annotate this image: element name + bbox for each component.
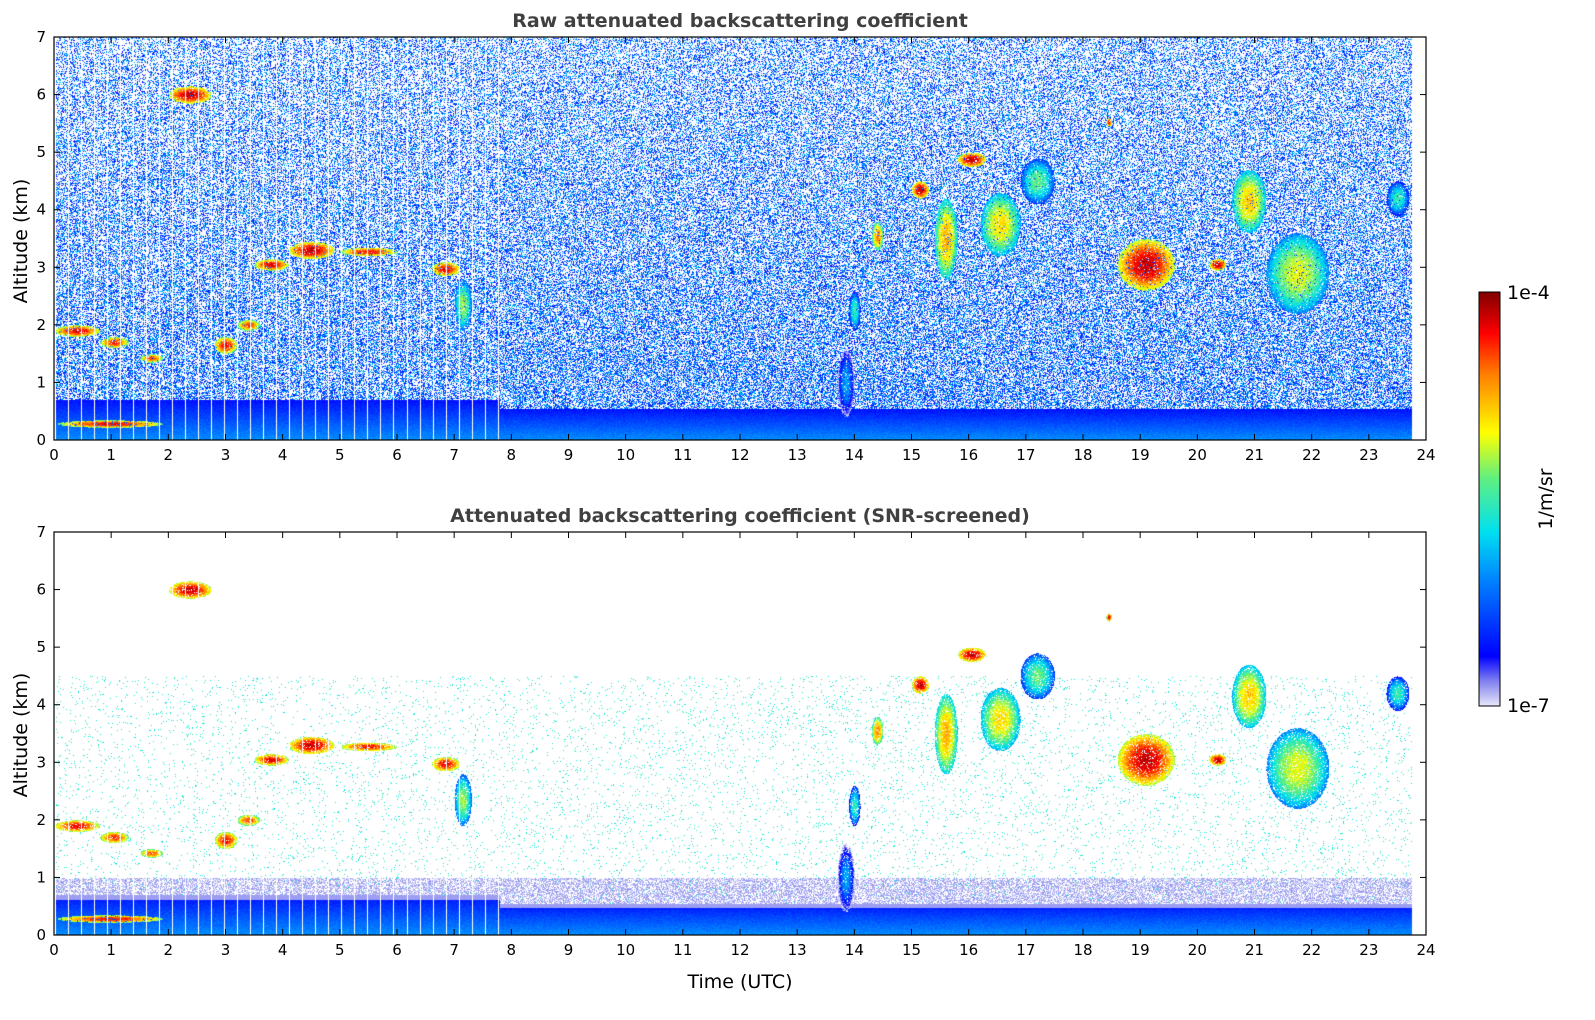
panel-raw-title: Raw attenuated backscattering coefficien… bbox=[512, 10, 968, 32]
panel-raw: Raw attenuated backscattering coefficien… bbox=[10, 10, 1436, 464]
y-tick-label: 3 bbox=[36, 258, 46, 276]
x-tick-label: 22 bbox=[1302, 941, 1321, 959]
y-tick-label: 2 bbox=[36, 811, 46, 829]
x-tick-label: 1 bbox=[106, 446, 116, 464]
colorbar: 1e-4 1e-7 1/m/sr bbox=[1478, 282, 1557, 717]
x-tick-label: 22 bbox=[1302, 446, 1321, 464]
x-tick-label: 21 bbox=[1245, 446, 1264, 464]
y-tick-label: 0 bbox=[36, 431, 46, 449]
x-tick-label: 3 bbox=[221, 941, 231, 959]
panel-raw-ticks: 0 1 2 3 4 5 6 7 8 9 10 11 12 13 14 15 16 17 18 19 20 21 22 23 24… bbox=[36, 28, 1435, 464]
x-tick-label: 13 bbox=[788, 941, 807, 959]
y-tick-label: 6 bbox=[36, 581, 46, 599]
y-tick-label: 0 bbox=[36, 926, 46, 944]
x-tick-label: 21 bbox=[1245, 941, 1264, 959]
x-tick-label: 4 bbox=[278, 446, 288, 464]
x-tick-label: 23 bbox=[1359, 941, 1378, 959]
x-tick-label: 20 bbox=[1188, 941, 1207, 959]
x-tick-label: 18 bbox=[1073, 446, 1092, 464]
panel-raw-plot bbox=[54, 37, 1426, 440]
x-tick-label: 10 bbox=[616, 446, 635, 464]
y-tick-label: 1 bbox=[36, 373, 46, 391]
y-tick-label: 4 bbox=[36, 696, 46, 714]
panel-screened: Attenuated backscattering coefficient (S… bbox=[10, 505, 1436, 993]
panel-screened-ylabel: Altitude (km) bbox=[10, 673, 32, 798]
x-tick-label: 24 bbox=[1416, 941, 1435, 959]
x-tick-label: 7 bbox=[449, 446, 459, 464]
x-tick-label: 6 bbox=[392, 446, 402, 464]
x-tick-label: 19 bbox=[1131, 941, 1150, 959]
x-tick-label: 0 bbox=[49, 941, 59, 959]
panel-screened-plot bbox=[54, 532, 1426, 935]
y-tick-label: 5 bbox=[36, 638, 46, 656]
x-tick-label: 2 bbox=[164, 941, 174, 959]
colorbar-min-label: 1e-7 bbox=[1507, 695, 1550, 717]
x-tick-label: 17 bbox=[1016, 446, 1035, 464]
x-tick-label: 16 bbox=[959, 941, 978, 959]
y-tick-label: 7 bbox=[36, 523, 46, 541]
colorbar-max-label: 1e-4 bbox=[1507, 282, 1550, 304]
x-tick-label: 13 bbox=[788, 446, 807, 464]
y-tick-label: 2 bbox=[36, 316, 46, 334]
x-tick-label: 9 bbox=[564, 941, 574, 959]
panel-screened-ticks: 0 1 2 3 4 5 6 7 8 9 10 11 12 13 14 15 16 17 18 19 20 21 22 23 24… bbox=[36, 523, 1435, 959]
x-tick-label: 20 bbox=[1188, 446, 1207, 464]
panel-raw-ylabel: Altitude (km) bbox=[10, 179, 32, 304]
x-tick-label: 14 bbox=[845, 446, 864, 464]
x-tick-label: 8 bbox=[507, 446, 517, 464]
colorbar-unit-label: 1/m/sr bbox=[1535, 468, 1557, 529]
x-tick-label: 10 bbox=[616, 941, 635, 959]
x-tick-label: 16 bbox=[959, 446, 978, 464]
x-tick-label: 17 bbox=[1016, 941, 1035, 959]
x-tick-label: 5 bbox=[335, 941, 345, 959]
x-tick-label: 2 bbox=[164, 446, 174, 464]
x-tick-label: 3 bbox=[221, 446, 231, 464]
x-tick-label: 14 bbox=[845, 941, 864, 959]
x-tick-label: 24 bbox=[1416, 446, 1435, 464]
x-tick-label: 23 bbox=[1359, 446, 1378, 464]
x-tick-label: 15 bbox=[902, 941, 921, 959]
x-tick-label: 12 bbox=[730, 941, 749, 959]
y-tick-label: 7 bbox=[36, 28, 46, 46]
x-tick-label: 5 bbox=[335, 446, 345, 464]
x-tick-label: 9 bbox=[564, 446, 574, 464]
x-tick-label: 12 bbox=[730, 446, 749, 464]
x-tick-label: 11 bbox=[673, 941, 692, 959]
x-tick-label: 6 bbox=[392, 941, 402, 959]
x-tick-label: 18 bbox=[1073, 941, 1092, 959]
panel-screened-title: Attenuated backscattering coefficient (S… bbox=[450, 505, 1030, 527]
x-tick-label: 4 bbox=[278, 941, 288, 959]
y-tick-label: 3 bbox=[36, 753, 46, 771]
y-tick-label: 5 bbox=[36, 143, 46, 161]
y-tick-label: 1 bbox=[36, 868, 46, 886]
y-tick-label: 4 bbox=[36, 201, 46, 219]
panel-screened-xlabel: Time (UTC) bbox=[686, 971, 792, 993]
x-tick-label: 1 bbox=[106, 941, 116, 959]
x-tick-label: 0 bbox=[49, 446, 59, 464]
x-tick-label: 7 bbox=[449, 941, 459, 959]
y-tick-label: 6 bbox=[36, 86, 46, 104]
colorbar-gradient bbox=[1478, 291, 1501, 707]
x-tick-label: 8 bbox=[507, 941, 517, 959]
x-tick-label: 11 bbox=[673, 446, 692, 464]
x-tick-label: 15 bbox=[902, 446, 921, 464]
x-tick-label: 19 bbox=[1131, 446, 1150, 464]
